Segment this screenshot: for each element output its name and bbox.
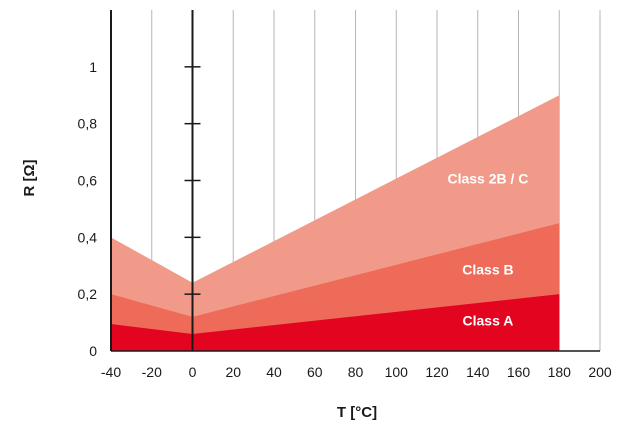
x-tick-label: 80 (348, 364, 364, 380)
x-tick-label: 100 (385, 364, 409, 380)
x-tick-label: 40 (266, 364, 282, 380)
x-tick-label: 160 (507, 364, 531, 380)
band-label: Class B (462, 261, 513, 277)
y-tick-label: 0,2 (78, 286, 98, 302)
band-label: Class 2B / C (447, 170, 528, 186)
tolerance-bands (111, 95, 560, 351)
x-tick-label: 200 (588, 364, 612, 380)
band-class-a (111, 294, 560, 351)
y-tick-label: 0,4 (78, 229, 98, 245)
y-tick-label: 0 (89, 343, 97, 359)
x-tick-label: 120 (425, 364, 449, 380)
x-axis-title: T [°C] (337, 404, 377, 421)
y-tick-label: 0,6 (78, 173, 98, 189)
y-axis-title: R [Ω] (21, 159, 38, 196)
y-tick-label: 1 (89, 59, 97, 75)
x-tick-label: 180 (548, 364, 572, 380)
x-tick-label: -40 (101, 364, 121, 380)
band-labels: Class A Class B Class 2B / C (447, 170, 528, 328)
x-tick-label: -20 (142, 364, 162, 380)
x-tick-label: 0 (189, 364, 197, 380)
tick-labels: -40 -20 0 20 40 60 80 100 120 140 160 180 200 0 0,2 0,4… (78, 59, 612, 380)
x-tick-label: 60 (307, 364, 323, 380)
axes (110, 10, 600, 352)
x-tick-label: 140 (466, 364, 490, 380)
band-label: Class A (463, 312, 514, 328)
x-tick-label: 20 (225, 364, 241, 380)
y-tick-label: 0,8 (78, 116, 98, 132)
